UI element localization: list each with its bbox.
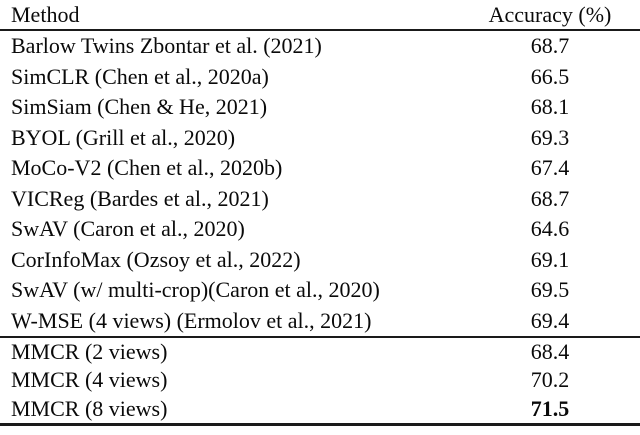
accuracy-cell: 68.7 bbox=[530, 185, 570, 211]
table-row: BYOL (Grill et al., 2020) 69.3 bbox=[0, 123, 640, 154]
accuracy-cell: 68.4 bbox=[530, 339, 570, 365]
table-row: MMCR (2 views) 68.4 bbox=[0, 338, 640, 366]
method-cell: BYOL (Grill et al., 2020) bbox=[11, 124, 236, 150]
method-cell: W-MSE (4 views) (Ermolov et al., 2021) bbox=[11, 307, 372, 333]
table-row: Barlow Twins Zbontar et al. (2021) 68.7 bbox=[0, 31, 640, 62]
method-cell: Barlow Twins Zbontar et al. (2021) bbox=[11, 33, 322, 59]
method-cell: MMCR (8 views) bbox=[11, 395, 168, 421]
accuracy-cell: 67.4 bbox=[530, 155, 570, 181]
accuracy-cell: 69.4 bbox=[530, 307, 570, 333]
table-row: SimSiam (Chen & He, 2021) 68.1 bbox=[0, 92, 640, 123]
table-row: CorInfoMax (Ozsoy et al., 2022) 69.1 bbox=[0, 245, 640, 276]
table-row: VICReg (Bardes et al., 2021) 68.7 bbox=[0, 184, 640, 215]
method-cell: MoCo-V2 (Chen et al., 2020b) bbox=[11, 155, 283, 181]
table-header-row: Method Accuracy (%) bbox=[0, 0, 640, 29]
table-row: MoCo-V2 (Chen et al., 2020b) 67.4 bbox=[0, 153, 640, 184]
accuracy-cell: 68.7 bbox=[530, 33, 570, 59]
method-cell: MMCR (4 views) bbox=[11, 367, 168, 393]
method-cell: SimCLR (Chen et al., 2020a) bbox=[11, 63, 269, 89]
header-rule bbox=[0, 29, 640, 31]
method-cell: VICReg (Bardes et al., 2021) bbox=[11, 185, 269, 211]
bottom-rule bbox=[0, 422, 640, 426]
accuracy-cell: 69.3 bbox=[530, 124, 570, 150]
accuracy-cell: 69.1 bbox=[530, 246, 570, 272]
method-cell: SimSiam (Chen & He, 2021) bbox=[11, 94, 268, 120]
accuracy-cell: 68.1 bbox=[530, 94, 570, 120]
table-row: W-MSE (4 views) (Ermolov et al., 2021) 6… bbox=[0, 306, 640, 337]
accuracy-cell: 64.6 bbox=[530, 216, 570, 242]
accuracy-cell: 69.5 bbox=[530, 277, 570, 303]
accuracy-column-header: Accuracy (%) bbox=[488, 1, 612, 27]
table-row: MMCR (8 views) 71.5 bbox=[0, 395, 640, 423]
accuracy-cell: 66.5 bbox=[530, 63, 570, 89]
method-cell: CorInfoMax (Ozsoy et al., 2022) bbox=[11, 246, 301, 272]
table-row: SimCLR (Chen et al., 2020a) 66.5 bbox=[0, 62, 640, 93]
method-cell: SwAV (w/ multi-crop)(Caron et al., 2020) bbox=[11, 277, 380, 303]
table-row: SwAV (w/ multi-crop)(Caron et al., 2020)… bbox=[0, 275, 640, 306]
method-cell: MMCR (2 views) bbox=[11, 339, 168, 365]
table-row: SwAV (Caron et al., 2020) 64.6 bbox=[0, 214, 640, 245]
accuracy-cell-best: 71.5 bbox=[530, 395, 570, 421]
method-cell: SwAV (Caron et al., 2020) bbox=[11, 216, 245, 242]
table-row: MMCR (4 views) 70.2 bbox=[0, 366, 640, 394]
accuracy-cell: 70.2 bbox=[530, 367, 570, 393]
method-column-header: Method bbox=[11, 1, 80, 27]
group-separator-rule bbox=[0, 336, 640, 338]
